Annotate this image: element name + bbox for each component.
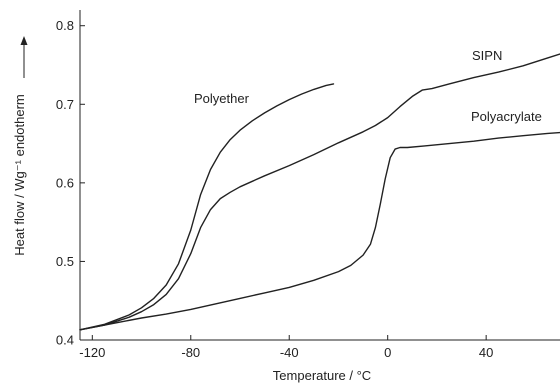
y-tick-label: 0.5 [56, 254, 74, 269]
y-axis-label: Heat flow / Wg⁻¹ endotherm [12, 94, 27, 255]
series-lines [79, 53, 560, 331]
series-label-polyacrylate: Polyacrylate [471, 109, 542, 124]
series-labels: Polyether SIPN Polyacrylate [194, 48, 542, 124]
y-tick-label: 0.8 [56, 18, 74, 33]
x-tick-label: 40 [479, 345, 493, 360]
x-ticks: -120 -80 -40 0 40 [79, 335, 493, 360]
x-tick-label: -40 [280, 345, 299, 360]
y-axis-arrow-icon [20, 36, 28, 78]
y-tick-label: 0.6 [56, 175, 74, 190]
series-label-sipn: SIPN [472, 48, 502, 63]
y-tick-label: 0.4 [56, 333, 74, 348]
series-line-polyether [79, 83, 335, 331]
axes [79, 10, 560, 341]
series-line-sipn [79, 53, 560, 331]
y-ticks: 0.4 0.5 0.6 0.7 0.8 [56, 18, 85, 348]
x-axis-label: Temperature / °C [273, 368, 371, 383]
series-label-polyether: Polyether [194, 91, 250, 106]
series-line-polyacrylate [79, 131, 560, 331]
y-tick-label: 0.7 [56, 97, 74, 112]
x-tick-label: 0 [384, 345, 391, 360]
x-tick-label: -120 [79, 345, 105, 360]
x-tick-label: -80 [181, 345, 200, 360]
